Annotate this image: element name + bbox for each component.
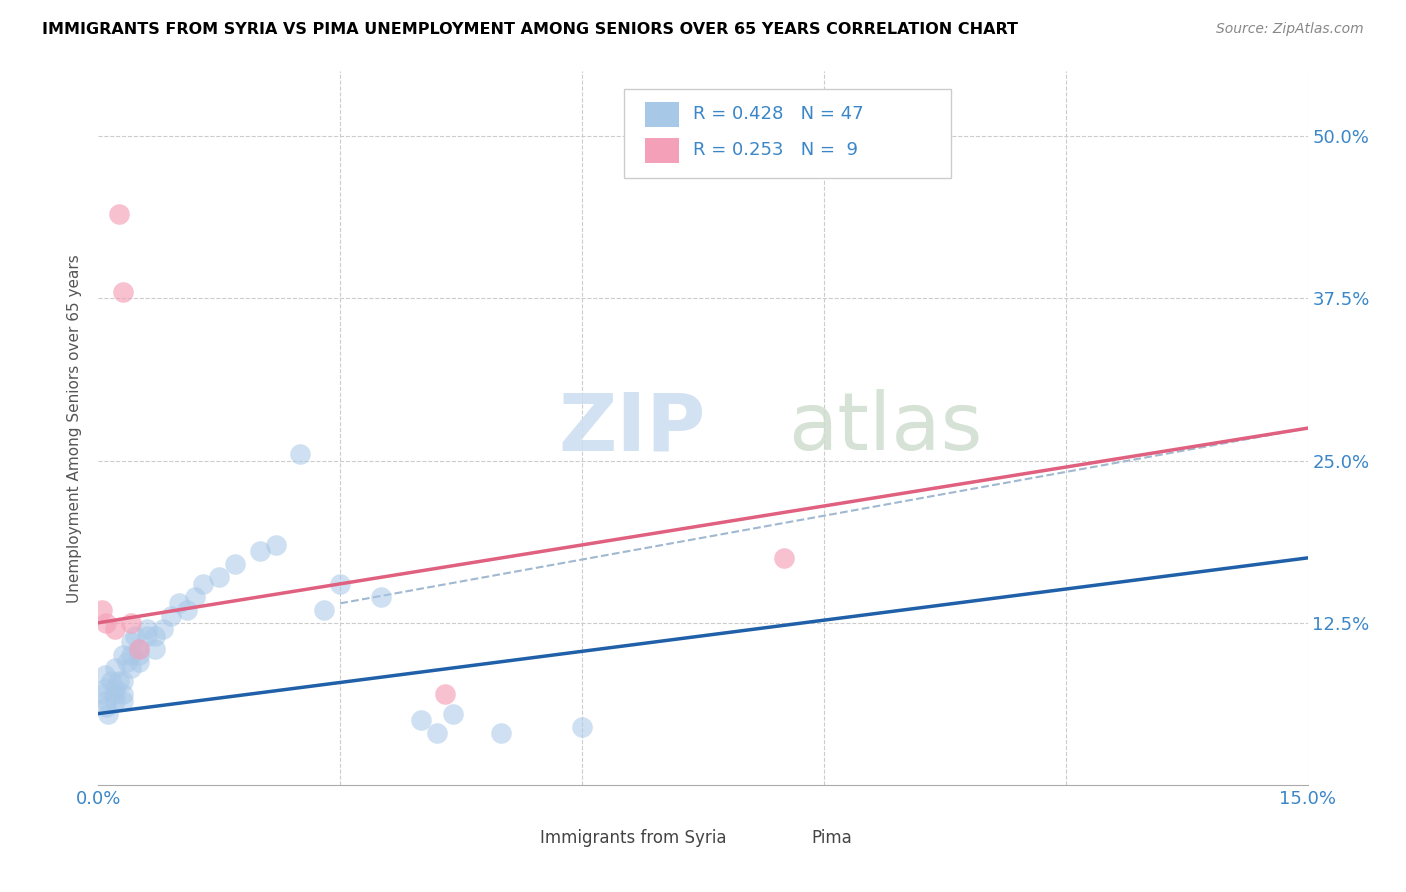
Point [491, 726, 513, 740]
Point [107, 674, 129, 689]
Point [107, 207, 129, 221]
Point [314, 603, 336, 617]
Point [115, 655, 138, 669]
Point [128, 641, 150, 656]
FancyBboxPatch shape [645, 137, 679, 162]
Point [111, 648, 134, 663]
Point [128, 648, 150, 663]
Text: atlas: atlas [787, 389, 981, 467]
Point [103, 622, 125, 636]
Text: R = 0.253   N =  9: R = 0.253 N = 9 [693, 141, 858, 159]
Point [91, 687, 114, 701]
Text: R = 0.428   N = 47: R = 0.428 N = 47 [693, 105, 863, 123]
Point [329, 577, 352, 591]
Text: IMMIGRANTS FROM SYRIA VS PIMA UNEMPLOYMENT AMONG SENIORS OVER 65 YEARS CORRELATI: IMMIGRANTS FROM SYRIA VS PIMA UNEMPLOYME… [42, 22, 1018, 37]
Point [103, 661, 125, 675]
FancyBboxPatch shape [772, 829, 803, 848]
FancyBboxPatch shape [645, 102, 679, 127]
Point [224, 558, 246, 572]
FancyBboxPatch shape [501, 829, 530, 848]
Point [103, 693, 125, 707]
Point [111, 687, 134, 701]
Point [176, 603, 198, 617]
Point [160, 609, 183, 624]
Point [111, 285, 134, 299]
Point [100, 674, 122, 689]
Point [264, 538, 287, 552]
Y-axis label: Unemployment Among Seniors over 65 years: Unemployment Among Seniors over 65 years [67, 254, 83, 602]
Point [96, 615, 118, 630]
Point [120, 615, 142, 630]
Text: ZIP: ZIP [558, 389, 706, 467]
Point [111, 693, 134, 707]
Point [571, 720, 593, 734]
Point [135, 629, 157, 643]
FancyBboxPatch shape [624, 89, 950, 178]
Point [143, 629, 166, 643]
Text: Immigrants from Syria: Immigrants from Syria [540, 830, 727, 847]
Point [409, 713, 432, 727]
Point [96, 700, 118, 714]
Point [120, 648, 142, 663]
Point [772, 550, 794, 565]
Point [426, 726, 449, 740]
Point [193, 577, 215, 591]
Point [120, 661, 142, 675]
Point [370, 590, 392, 604]
Point [184, 590, 207, 604]
Point [96, 681, 118, 695]
Point [103, 687, 125, 701]
Point [128, 641, 150, 656]
Text: Pima: Pima [811, 830, 852, 847]
Point [441, 706, 464, 721]
Point [91, 603, 114, 617]
Point [111, 674, 134, 689]
Point [97, 706, 120, 721]
Point [143, 641, 166, 656]
Point [434, 687, 457, 701]
Point [128, 655, 150, 669]
Point [135, 622, 157, 636]
Point [152, 622, 174, 636]
Point [94, 667, 117, 681]
Point [249, 544, 271, 558]
Point [103, 681, 125, 695]
Point [124, 629, 146, 643]
Point [96, 693, 118, 707]
Point [120, 635, 142, 649]
Point [288, 447, 311, 461]
Point [167, 596, 190, 610]
Text: Source: ZipAtlas.com: Source: ZipAtlas.com [1216, 22, 1364, 37]
Point [208, 570, 231, 584]
